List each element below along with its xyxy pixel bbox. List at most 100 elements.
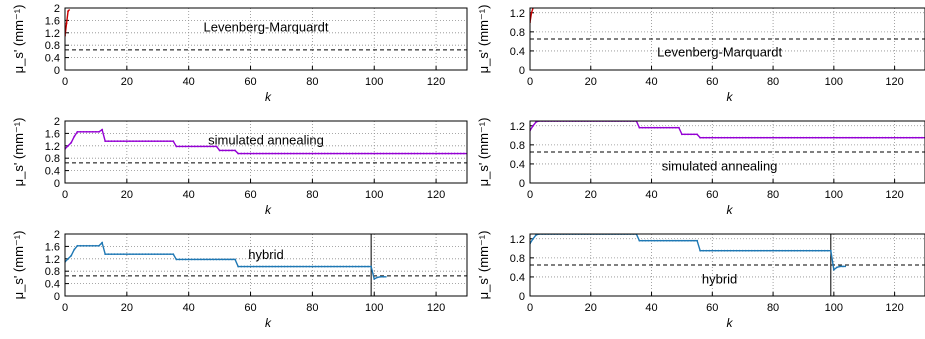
series-point — [364, 152, 366, 155]
series-point — [237, 265, 240, 268]
x-axis-label: k — [727, 90, 734, 104]
x-tick-label: 80 — [306, 302, 318, 314]
series-point — [243, 265, 246, 268]
series-point — [459, 152, 462, 155]
series-point — [699, 136, 702, 139]
x-tick-label: 120 — [885, 76, 903, 88]
series-point — [394, 152, 397, 155]
x-tick-label: 20 — [121, 76, 133, 88]
series-point — [274, 152, 277, 155]
x-tick-label: 20 — [585, 302, 597, 314]
series-point — [702, 249, 705, 252]
series-point — [326, 152, 329, 155]
series-point — [166, 140, 168, 143]
series-point — [693, 239, 695, 242]
series-point — [280, 152, 283, 155]
series-point — [644, 239, 647, 242]
series-point — [760, 249, 762, 252]
y-tick-label: 0 — [54, 178, 60, 190]
x-tick-label: 60 — [706, 189, 718, 201]
series-point — [320, 152, 323, 155]
series-point — [163, 253, 165, 256]
series-point — [98, 130, 100, 133]
x-tick-label: 40 — [183, 302, 195, 314]
series-point — [708, 249, 711, 252]
series-point — [532, 237, 534, 240]
y-tick-label: 1.2 — [45, 141, 60, 153]
series-point — [747, 249, 750, 252]
series-point — [708, 136, 711, 139]
series-point — [209, 145, 212, 148]
series-point — [382, 152, 385, 155]
series-point — [209, 258, 212, 261]
series-point — [354, 265, 357, 268]
x-tick-label: 20 — [585, 76, 597, 88]
series-point — [277, 152, 280, 155]
x-tick-label: 120 — [885, 189, 903, 201]
series-point — [872, 136, 875, 139]
series-point — [70, 254, 73, 257]
series-point — [203, 258, 206, 261]
series-point — [333, 152, 335, 155]
series-line — [530, 234, 846, 272]
x-tick-label: 80 — [767, 76, 779, 88]
series-point — [832, 268, 835, 271]
x-tick-label: 20 — [121, 189, 133, 201]
series-point — [382, 275, 385, 278]
series-point — [323, 152, 326, 155]
series-point — [638, 126, 641, 129]
series-point — [221, 149, 224, 152]
series-point — [753, 249, 756, 252]
series-point — [330, 152, 332, 155]
x-tick-label: 40 — [183, 76, 195, 88]
x-tick-label: 100 — [365, 189, 383, 201]
y-tick-label: 1.6 — [45, 15, 60, 27]
series-point — [918, 136, 920, 139]
plot-frame — [64, 7, 468, 71]
series-point — [899, 136, 902, 139]
series-point — [823, 136, 826, 139]
series-point — [113, 140, 116, 143]
series-point — [747, 136, 750, 139]
series-point — [317, 152, 320, 155]
series-point — [662, 239, 665, 242]
series-point — [265, 265, 267, 268]
x-tick-label: 80 — [767, 302, 779, 314]
series-point — [787, 136, 790, 139]
series-point — [178, 145, 181, 148]
series-point — [262, 152, 264, 155]
series-point — [848, 136, 850, 139]
x-axis-label: k — [265, 316, 272, 330]
series-point — [280, 265, 283, 268]
x-tick-label: 0 — [527, 76, 533, 88]
y-tick-label: 0.8 — [45, 153, 60, 165]
series-point — [717, 136, 720, 139]
x-tick-label: 40 — [645, 76, 657, 88]
series-point — [379, 275, 382, 278]
panel-annotation: hybrid — [248, 247, 283, 262]
series-point — [644, 126, 647, 129]
series-point — [178, 258, 181, 261]
series-point — [373, 278, 376, 280]
series-point — [156, 140, 159, 143]
series-point — [132, 140, 134, 143]
series-point — [726, 136, 729, 139]
series-point — [147, 253, 150, 256]
series-point — [255, 265, 258, 268]
series-point — [218, 258, 221, 261]
series-point — [535, 234, 537, 236]
series-point — [802, 136, 805, 139]
series-point — [435, 152, 437, 155]
series-point — [370, 265, 373, 268]
series-point — [799, 136, 802, 139]
series-point — [240, 265, 243, 268]
series-point — [720, 249, 723, 252]
y-tick-label: 1.2 — [510, 234, 525, 246]
series-point — [271, 152, 274, 155]
series-point — [772, 136, 774, 139]
series-point — [258, 265, 261, 268]
series-point — [668, 239, 671, 242]
series-point — [887, 136, 890, 139]
series-point — [422, 152, 425, 155]
panel-right-top: 0 0.4 0.8 1.2 0 20 40 60 80 100 120 Levenberg-Marqu… — [476, 5, 925, 104]
